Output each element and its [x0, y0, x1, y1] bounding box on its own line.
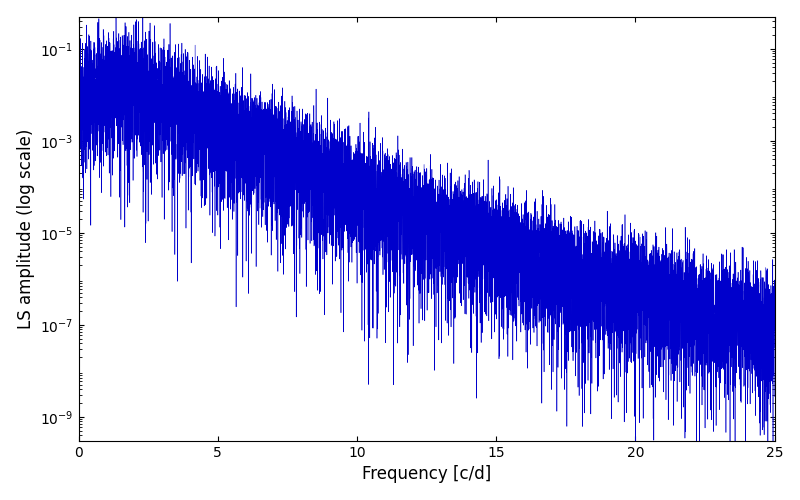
Y-axis label: LS amplitude (log scale): LS amplitude (log scale) — [17, 128, 34, 329]
X-axis label: Frequency [c/d]: Frequency [c/d] — [362, 466, 491, 483]
